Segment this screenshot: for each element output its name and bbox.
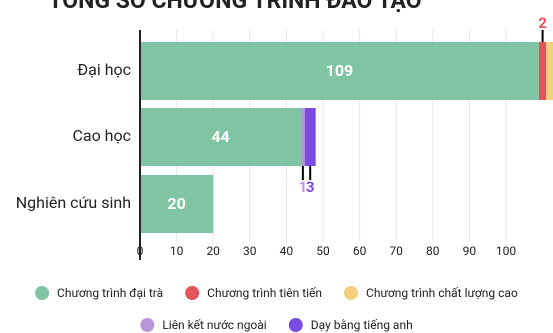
legend-item: Chương trình chất lượng cao [344, 286, 518, 300]
bar-segment [304, 108, 316, 166]
data-label: 20 [167, 194, 185, 213]
legend-swatch [288, 318, 303, 332]
bar-segment [546, 42, 553, 100]
x-tick-label: 100 [496, 244, 516, 258]
bar-segment [140, 108, 302, 166]
category-label: Nghiên cứu sinh [16, 193, 131, 212]
bar-segment [538, 42, 547, 100]
bar-segment [301, 108, 305, 166]
x-tick-label: 70 [389, 244, 403, 258]
legend-swatch [35, 286, 50, 300]
legend-label: Chương trình đại trà [57, 286, 163, 300]
bar-segment [140, 175, 214, 233]
legend-item: Chương trình đại trà [35, 286, 163, 300]
x-tick-label: 80 [426, 244, 440, 258]
chart-title: TỔNG SỐ CHƯƠNG TRÌNH ĐÀO TẠO [48, 0, 421, 14]
legend-swatch [140, 318, 155, 332]
category-label: Cao học [72, 126, 131, 145]
data-label: 3 [306, 178, 315, 196]
x-tick-label: 10 [170, 244, 184, 258]
data-label: 109 [326, 61, 354, 80]
data-label: 1 [299, 178, 308, 196]
legend-swatch [344, 286, 359, 300]
x-tick-label: 50 [316, 244, 330, 258]
bar-segment [140, 42, 539, 100]
x-tick-label: 20 [206, 244, 220, 258]
legend-item: Chương trình tiên tiến [185, 286, 322, 300]
legend-label: Liên kết nước ngoài [162, 318, 266, 332]
legend-item: Liên kết nước ngoài [140, 318, 267, 332]
x-tick-label: 30 [243, 244, 257, 258]
legend-label: Dạy bằng tiếng anh [311, 318, 413, 332]
legend-swatch [185, 286, 200, 300]
x-tick-label: 90 [463, 244, 477, 258]
category-label: Đại học [77, 60, 131, 79]
legend-label: Chương trình tiên tiến [207, 286, 322, 300]
data-label: 44 [211, 127, 229, 146]
data-label: 2 [538, 14, 547, 32]
legend-item: Dạy bằng tiếng anh [288, 318, 413, 332]
x-tick-label: 40 [280, 244, 294, 258]
x-tick-label: 60 [353, 244, 367, 258]
legend-label: Chương trình chất lượng cao [366, 286, 518, 300]
